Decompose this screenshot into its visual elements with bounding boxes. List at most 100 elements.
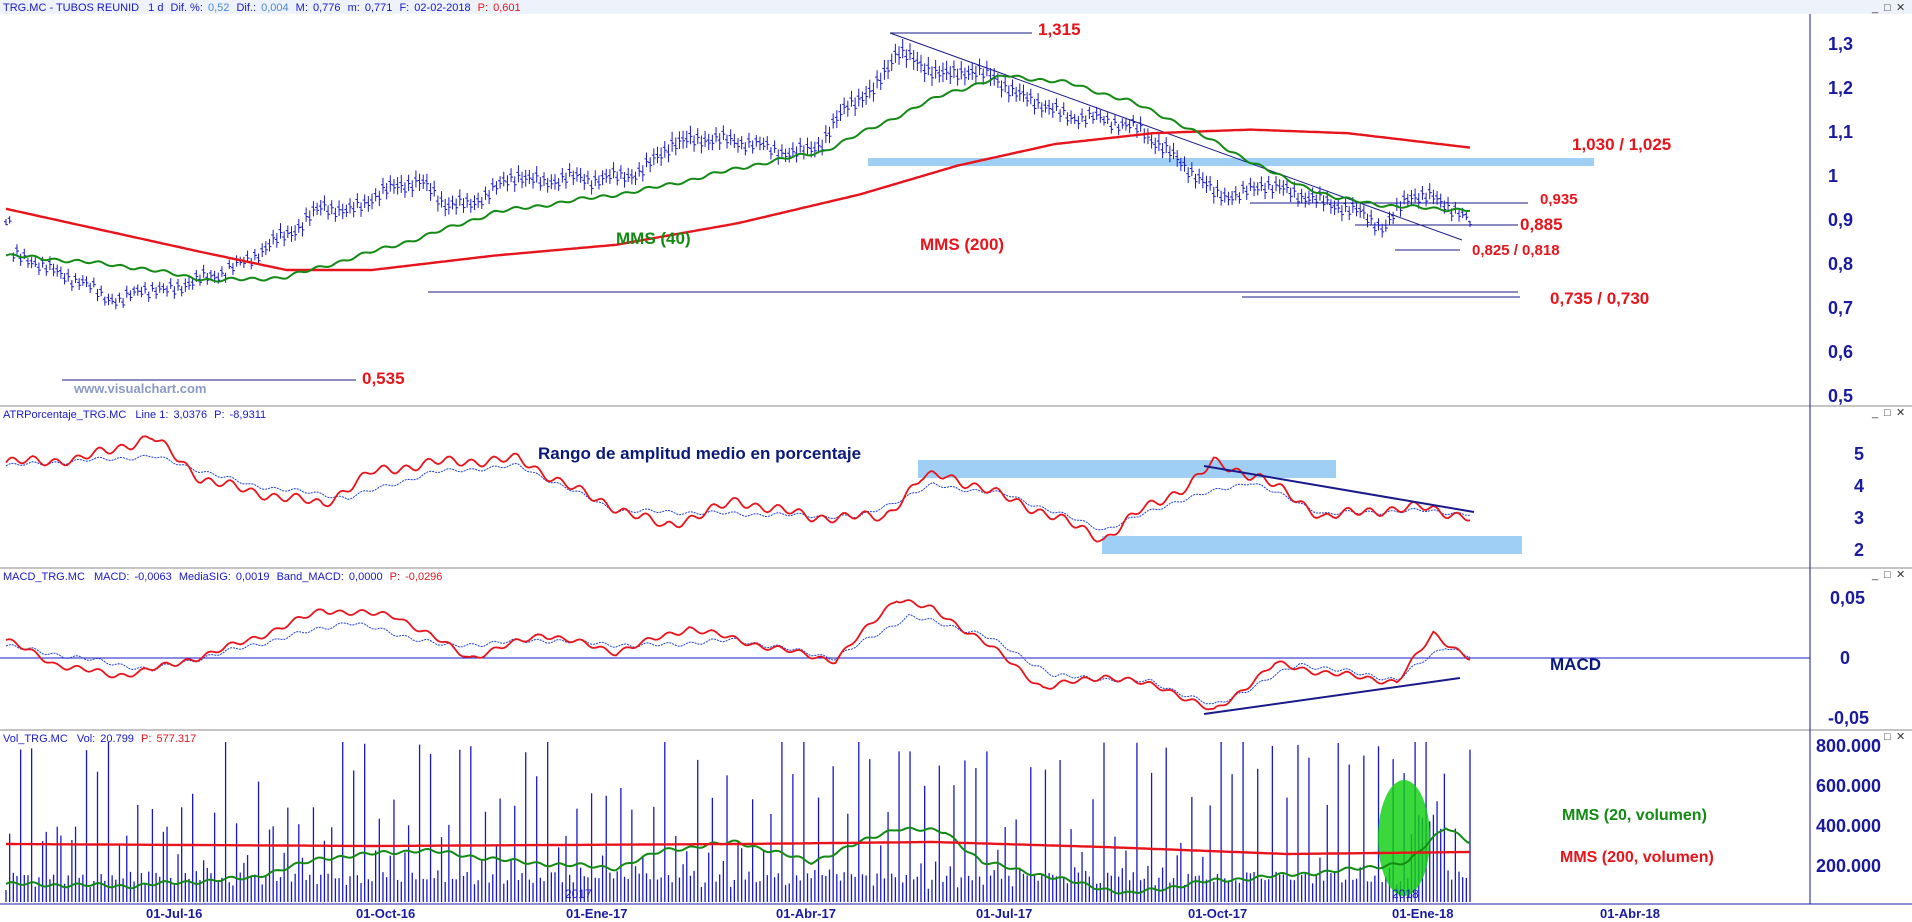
svg-text:ATRPorcentaje_TRG.MC Lin: ATRPorcentaje_TRG.MC Line 1: 3,0376 P: -…	[3, 409, 266, 421]
ohlc-bar	[699, 135, 704, 154]
minimize-icon[interactable]: _	[1871, 407, 1879, 419]
ohlc-bar	[461, 198, 466, 213]
atr-window-controls[interactable]: _ □ ✕	[1871, 407, 1905, 419]
ohlc-bar	[703, 130, 708, 147]
level-label-0935: 0,935	[1540, 191, 1578, 208]
ohlc-bar	[172, 286, 177, 299]
macd-window-controls[interactable]: _ □ ✕	[1871, 569, 1905, 581]
ohlc-bar	[527, 169, 532, 185]
ohlc-bar	[1354, 202, 1359, 217]
atr-panel[interactable]: Rango de amplitud medio en porcentaje 5 …	[5, 435, 1864, 560]
ohlc-bar	[380, 177, 385, 194]
ohlc-bar	[929, 66, 934, 86]
ohlc-bar	[523, 169, 528, 187]
ohlc-bar	[355, 193, 360, 208]
ohlc-bar	[1343, 198, 1348, 213]
y-tick: 0,8	[1828, 254, 1853, 274]
ohlc-bar	[399, 175, 404, 193]
ohlc-bar	[1237, 192, 1242, 204]
close-icon[interactable]: ✕	[1896, 2, 1905, 14]
x-tick: 01-Abr-17	[776, 906, 836, 921]
restore-icon[interactable]: □	[1884, 731, 1891, 743]
ohlc-bar	[432, 180, 437, 197]
vol-ma200-line	[6, 840, 1470, 856]
ohlc-bar	[33, 256, 38, 268]
ohlc-bar	[443, 198, 448, 217]
ohlc-bar	[80, 275, 85, 286]
level-label-1030: 1,030 / 1,025	[1572, 135, 1671, 154]
ohlc-bar	[391, 178, 396, 194]
ohlc-bar	[1105, 112, 1110, 125]
minimize-icon[interactable]: _	[1871, 2, 1879, 14]
price-panel[interactable]: www.visualchart.com MMS (40) MMS (200) 1…	[4, 20, 1853, 406]
ohlc-bar	[1358, 202, 1363, 218]
atr-signal-line	[5, 454, 1471, 531]
ohlc-bar	[629, 169, 634, 185]
price-window-controls[interactable]: _ □ ✕	[1871, 2, 1905, 14]
ohlc-bar	[1299, 188, 1304, 203]
ohlc-bar	[1314, 194, 1319, 208]
volume-panel[interactable]: MMS (20, volumen) MMS (200, volumen) 201…	[5, 736, 1881, 902]
atr-trendline	[1203, 465, 1475, 513]
restore-icon[interactable]: □	[1884, 407, 1891, 419]
ohlc-bar	[933, 59, 938, 79]
ohlc-bar	[1153, 137, 1158, 154]
ohlc-bar	[1263, 182, 1268, 200]
close-icon[interactable]: ✕	[1896, 407, 1905, 419]
x-tick: 01-Abr-18	[1600, 906, 1660, 921]
ohlc-bar	[904, 49, 909, 68]
ohlc-bar	[348, 198, 353, 214]
ohlc-bar	[1409, 189, 1414, 206]
ohlc-bar	[1156, 133, 1161, 152]
ohlc-bar	[14, 244, 19, 255]
ohlc-bar	[600, 170, 605, 186]
ohlc-bar	[351, 202, 356, 218]
ohlc-bar	[842, 97, 847, 115]
close-icon[interactable]: ✕	[1896, 569, 1905, 581]
ohlc-bar	[1182, 156, 1187, 172]
ohlc-bar	[1270, 184, 1275, 199]
ohlc-bar	[457, 189, 462, 206]
ohlc-bar	[864, 85, 869, 105]
ohlc-bar	[1010, 79, 1015, 97]
restore-icon[interactable]: □	[1884, 569, 1891, 581]
ohlc-bar	[285, 225, 290, 238]
ma200-line	[5, 128, 1471, 272]
ohlc-bar	[501, 171, 506, 187]
ohlc-bar	[300, 222, 305, 237]
macd-panel[interactable]: MACD 0,05 0 -0,05	[0, 588, 1869, 728]
volume-moving-averages	[5, 826, 1471, 895]
ohlc-bar	[1361, 205, 1366, 219]
ohlc-bar	[1069, 110, 1074, 124]
ohlc-bar	[670, 131, 675, 152]
ohlc-bar	[875, 70, 880, 89]
vol-ma20-label: MMS (20, volumen)	[1562, 807, 1707, 824]
ohlc-bar	[520, 171, 525, 189]
minimize-icon[interactable]: _	[1871, 731, 1879, 743]
close-icon[interactable]: ✕	[1896, 731, 1905, 743]
year-mark: 2018	[1392, 887, 1419, 901]
volume-window-controls[interactable]: _ □ ✕	[1871, 731, 1905, 743]
ohlc-bar	[1200, 172, 1205, 189]
minimize-icon[interactable]: _	[1871, 569, 1879, 581]
y-tick: 0,5	[1828, 386, 1853, 406]
ohlc-bar	[1332, 200, 1337, 215]
ohlc-bar	[296, 218, 301, 233]
ohlc-bar	[948, 66, 953, 84]
ohlc-bar	[743, 142, 748, 156]
ohlc-bar	[77, 278, 82, 290]
ohlc-bar	[278, 223, 283, 239]
ohlc-bar	[973, 65, 978, 83]
ohlc-bar	[736, 138, 740, 153]
price-bars	[4, 38, 1472, 310]
ohlc-bar	[329, 200, 334, 215]
ohlc-bar	[326, 205, 331, 220]
ohlc-bar	[55, 264, 60, 277]
ohlc-bar	[626, 167, 631, 182]
ohlc-bar	[567, 163, 572, 177]
restore-icon[interactable]: □	[1884, 2, 1891, 14]
year-mark: 2017	[565, 887, 592, 901]
svg-text:400.000: 400.000	[1816, 816, 1881, 836]
ohlc-bar	[176, 278, 181, 291]
